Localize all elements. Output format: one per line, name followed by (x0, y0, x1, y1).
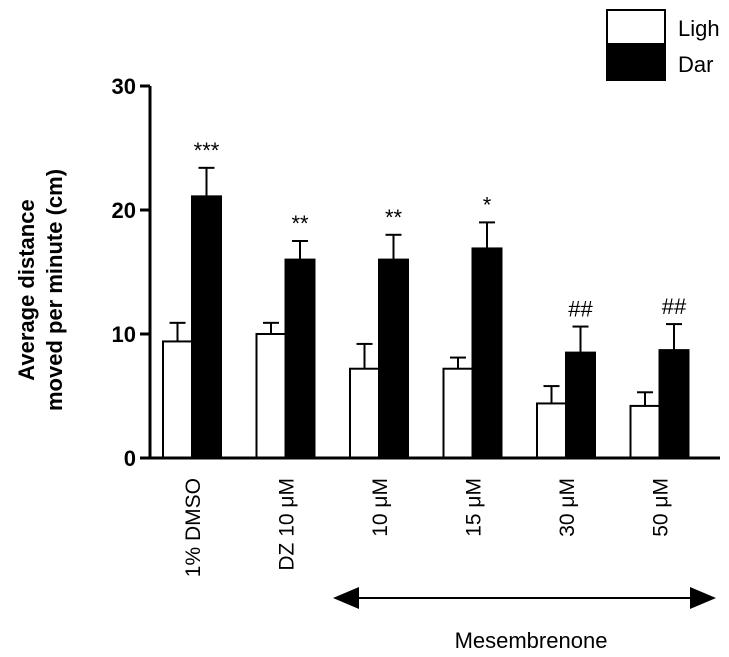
category-label: 1% DMSO (182, 478, 205, 577)
category-labels: 1% DMSO DZ 10 μM 10 μM 15 μM 30 μM 50 μM (182, 478, 673, 577)
legend-label: Dar (678, 52, 713, 77)
legend-swatch (606, 45, 666, 81)
significance-annotation: ** (385, 205, 403, 230)
category-label: 50 μM (650, 478, 673, 537)
y-tick-label: 20 (112, 198, 136, 223)
category-label: DZ 10 μM (276, 478, 299, 571)
y-tick-label: 10 (112, 322, 136, 347)
bars (162, 195, 690, 460)
significance-annotations: ***** ** *## ## (194, 138, 687, 322)
significance-annotation: *** (194, 138, 220, 163)
bar (284, 258, 316, 459)
y-axis: 0 10 20 30 (112, 74, 152, 471)
y-axis-label-line: Average distance (14, 199, 39, 380)
group-indicator: Mesembrenone (333, 587, 716, 653)
legend-label: Ligh (678, 16, 720, 41)
arrow-right-head (690, 587, 716, 609)
bar (471, 247, 503, 459)
category-label: 30 μM (556, 478, 579, 537)
bar (378, 258, 409, 459)
significance-annotation: ## (568, 297, 593, 322)
bar (536, 402, 567, 460)
y-tick-label: 0 (124, 446, 136, 471)
bar (255, 333, 287, 459)
y-axis-label: Average distance moved per minute (cm) (14, 169, 67, 411)
significance-annotation: ## (662, 294, 687, 319)
bar (442, 367, 474, 459)
significance-annotation: * (483, 192, 492, 217)
arrow-left-head (333, 587, 359, 609)
bar (629, 404, 661, 460)
error-bars (169, 166, 682, 406)
bar (565, 351, 596, 460)
legend: Ligh Dar (606, 9, 720, 81)
significance-annotation: ** (291, 211, 309, 236)
category-label: 15 μM (463, 478, 486, 537)
legend-swatch (606, 9, 666, 45)
bar (658, 349, 690, 459)
y-tick-label: 30 (112, 74, 136, 99)
bar (162, 340, 193, 459)
bar (191, 195, 222, 460)
category-label: 10 μM (369, 478, 392, 537)
bar (349, 367, 380, 459)
group-label: Mesembrenone (455, 628, 608, 653)
y-axis-label-line: moved per minute (cm) (42, 169, 67, 411)
